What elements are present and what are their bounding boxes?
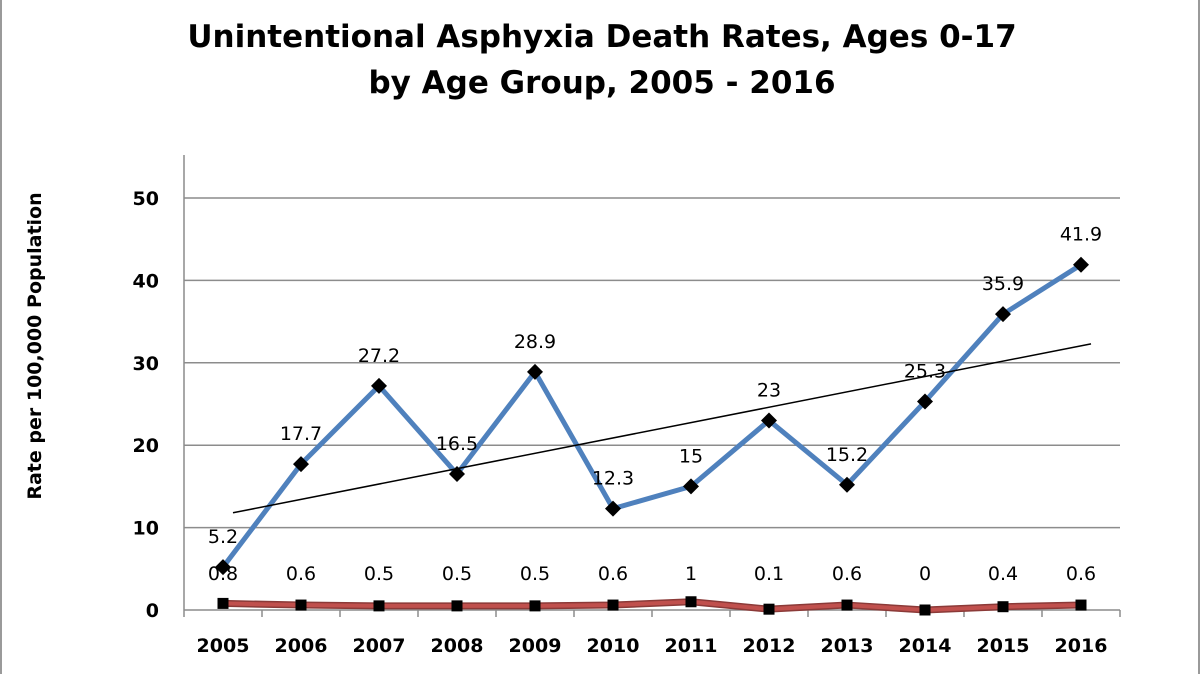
data-label: 28.9: [514, 331, 556, 353]
y-tick-label: 40: [133, 270, 159, 292]
data-label: 0.5: [364, 563, 394, 585]
square-marker: [685, 596, 697, 608]
y-tick-label: 0: [146, 600, 159, 622]
series-markers: [215, 256, 1089, 616]
diamond-marker: [839, 476, 855, 493]
data-label: 0.5: [520, 563, 550, 585]
y-tick-label: 10: [133, 518, 159, 540]
diamond-marker: [215, 559, 231, 576]
data-label: 35.9: [982, 273, 1024, 295]
x-tick-label: 2013: [821, 635, 874, 657]
y-tick-label: 20: [133, 435, 159, 457]
diamond-marker: [917, 393, 933, 410]
x-tick-label: 2006: [275, 635, 328, 657]
gridlines: [184, 197, 1120, 529]
data-label: 0: [919, 563, 931, 585]
data-label: 16.5: [436, 433, 478, 455]
data-label: 0.8: [208, 563, 238, 585]
square-marker: [373, 600, 385, 612]
trendline: [232, 343, 1092, 514]
data-label: 25.3: [904, 361, 946, 383]
square-marker: [451, 600, 463, 612]
series-lines: [221, 262, 1083, 614]
diamond-marker: [683, 478, 699, 495]
x-tick-label: 2005: [197, 635, 250, 657]
square-marker: [607, 599, 619, 611]
data-label: 0.1: [754, 563, 784, 585]
data-label: 0.6: [1066, 563, 1096, 585]
trendline-layer: [232, 343, 1092, 514]
square-marker: [841, 599, 853, 611]
x-tick-label: 2011: [665, 635, 718, 657]
diamond-marker: [293, 456, 309, 473]
square-marker: [763, 603, 775, 615]
data-label: 0.5: [442, 563, 472, 585]
diamond-marker: [995, 306, 1011, 323]
chart-title: Unintentional Asphyxia Death Rates, Ages…: [2, 14, 1200, 106]
data-label: 0.6: [286, 563, 316, 585]
data-label: 12.3: [592, 468, 634, 490]
data-labels: 5.2 17.7 27.2 16.5 28.9 12.3 15 23 15.2 25.3 35.9 4…: [208, 224, 1102, 585]
x-tick-label: 2014: [899, 635, 952, 657]
diamond-marker: [761, 412, 777, 429]
square-marker: [1075, 599, 1087, 611]
diamond-marker: [1073, 256, 1089, 273]
square-marker: [217, 597, 229, 609]
x-tick-label: 2012: [743, 635, 796, 657]
x-tick-label: 2015: [977, 635, 1030, 657]
diamond-marker: [527, 363, 543, 380]
data-label: 1: [685, 563, 697, 585]
square-marker: [919, 604, 931, 616]
y-tick-label: 30: [133, 353, 159, 375]
data-label: 23: [757, 379, 781, 401]
y-tick-label: 50: [133, 188, 159, 210]
square-marker: [295, 599, 307, 611]
x-tick-label: 2016: [1055, 635, 1108, 657]
data-label: 27.2: [358, 345, 400, 367]
square-marker: [997, 601, 1009, 613]
diamond-marker: [605, 500, 621, 517]
chart-title-line-1: Unintentional Asphyxia Death Rates, Ages…: [187, 19, 1017, 55]
chart-title-line-2: by Age Group, 2005 - 2016: [368, 65, 836, 101]
data-label: 0.6: [832, 563, 862, 585]
data-label: 0.6: [598, 563, 628, 585]
data-label: 15.2: [826, 444, 868, 466]
x-tick-label: 2010: [587, 635, 640, 657]
x-tick-label: 2007: [353, 635, 406, 657]
data-label: 5.2: [208, 526, 238, 548]
data-label: 17.7: [280, 423, 322, 445]
series-line: [221, 262, 1083, 569]
diamond-marker: [449, 466, 465, 483]
data-label: 0.4: [988, 563, 1018, 585]
data-label: 15: [679, 445, 703, 467]
diamond-marker: [371, 377, 387, 394]
square-marker: [529, 600, 541, 612]
data-label: 41.9: [1060, 224, 1102, 246]
x-tick-label: 2009: [509, 635, 562, 657]
x-tick-label: 2008: [431, 635, 484, 657]
series-line: [222, 599, 1082, 612]
